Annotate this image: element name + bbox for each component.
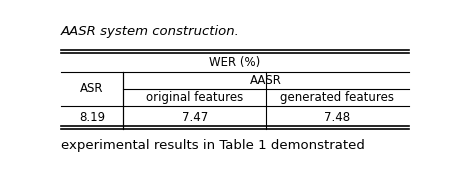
Text: original features: original features [146,91,243,104]
Text: ASR: ASR [80,82,104,95]
Text: AASR: AASR [250,74,282,87]
Text: AASR system construction.: AASR system construction. [61,25,240,38]
Text: 7.48: 7.48 [324,111,350,124]
Text: generated features: generated features [280,91,394,104]
Text: 7.47: 7.47 [182,111,208,124]
Text: experimental results in Table 1 demonstrated: experimental results in Table 1 demonstr… [61,139,365,152]
Text: WER (%): WER (%) [209,56,260,69]
Text: 8.19: 8.19 [79,111,105,124]
